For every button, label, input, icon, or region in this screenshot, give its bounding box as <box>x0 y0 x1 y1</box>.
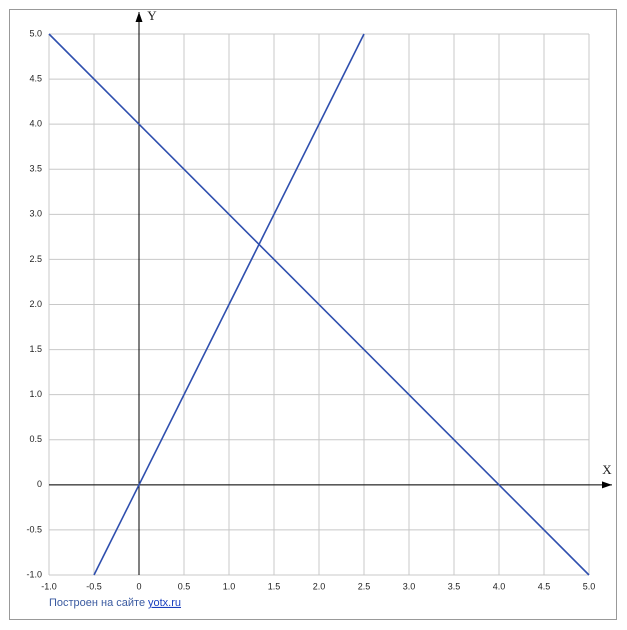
x-tick-label: 1.5 <box>268 581 281 591</box>
y-tick-label: -1.0 <box>26 569 42 579</box>
series-line <box>48 33 590 576</box>
footer-link[interactable]: yotx.ru <box>148 597 181 609</box>
y-tick-label: 0.5 <box>29 434 42 444</box>
y-tick-label: 4.0 <box>29 119 42 129</box>
y-tick-label: 2.5 <box>29 254 42 264</box>
x-tick-label: 3.0 <box>403 581 416 591</box>
y-axis-arrow <box>135 12 143 22</box>
y-tick-label: 2.0 <box>29 299 42 309</box>
x-tick-label: 1.0 <box>223 581 236 591</box>
y-tick-label: 5.0 <box>29 28 42 38</box>
x-tick-label: -1.0 <box>41 581 57 591</box>
x-axis-title: X <box>602 462 612 477</box>
y-tick-label: 3.0 <box>29 209 42 219</box>
y-tick-label: 3.5 <box>29 164 42 174</box>
x-tick-label: 0.5 <box>178 581 191 591</box>
y-tick-label: -0.5 <box>26 524 42 534</box>
x-tick-label: 5.0 <box>583 581 596 591</box>
x-tick-label: 2.5 <box>358 581 371 591</box>
y-tick-label: 4.5 <box>29 73 42 83</box>
y-axis-title: Y <box>147 8 157 23</box>
y-tick-label: 0 <box>37 479 42 489</box>
series-line <box>93 33 365 576</box>
x-tick-label: 4.5 <box>538 581 551 591</box>
x-tick-label: 4.0 <box>493 581 506 591</box>
y-tick-label: 1.0 <box>29 389 42 399</box>
footer-text: Построен на сайте <box>49 597 145 609</box>
x-axis-arrow <box>602 481 612 489</box>
y-tick-label: 1.5 <box>29 344 42 354</box>
x-tick-label: 2.0 <box>313 581 326 591</box>
frame <box>9 9 617 620</box>
x-tick-label: 0 <box>136 581 141 591</box>
x-tick-label: 3.5 <box>448 581 461 591</box>
x-tick-label: -0.5 <box>86 581 102 591</box>
